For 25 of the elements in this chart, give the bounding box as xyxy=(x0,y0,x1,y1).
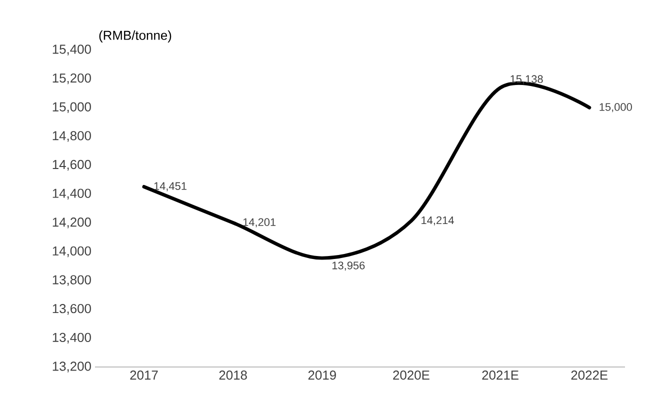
y-tick-label: 14,800 xyxy=(52,131,91,142)
data-label: 13,956 xyxy=(332,262,365,271)
y-tick-label: 15,200 xyxy=(52,73,91,84)
y-tick-label: 14,400 xyxy=(52,188,91,200)
y-tick-label: 13,200 xyxy=(52,362,91,372)
data-label: 15,000 xyxy=(600,103,632,112)
y-tick-label: 14,600 xyxy=(52,160,91,171)
y-tick-label: 14,000 xyxy=(52,246,91,258)
x-tick-label: 2018 xyxy=(219,370,247,380)
x-tick-label: 2022E xyxy=(571,370,608,380)
y-tick-label: 15,000 xyxy=(52,102,91,113)
y-tick-label: 14,200 xyxy=(52,218,91,228)
x-tick-label: 2019 xyxy=(308,370,336,380)
y-tick-label: 15,400 xyxy=(52,44,91,56)
y-axis-title: (RMB/tonne) xyxy=(99,30,172,42)
data-label: 15,138 xyxy=(510,75,543,84)
y-tick-label: 13,600 xyxy=(52,304,91,315)
data-label: 14,214 xyxy=(422,216,454,226)
x-tick-label: 2021E xyxy=(482,370,518,380)
data-label: 14,201 xyxy=(243,218,276,228)
data-label: 14,451 xyxy=(154,182,186,192)
x-tick-label: 2017 xyxy=(130,370,158,380)
x-tick-label: 2020E xyxy=(393,370,430,380)
y-tick-label: 13,400 xyxy=(52,332,91,344)
y-tick-label: 13,800 xyxy=(52,275,91,286)
